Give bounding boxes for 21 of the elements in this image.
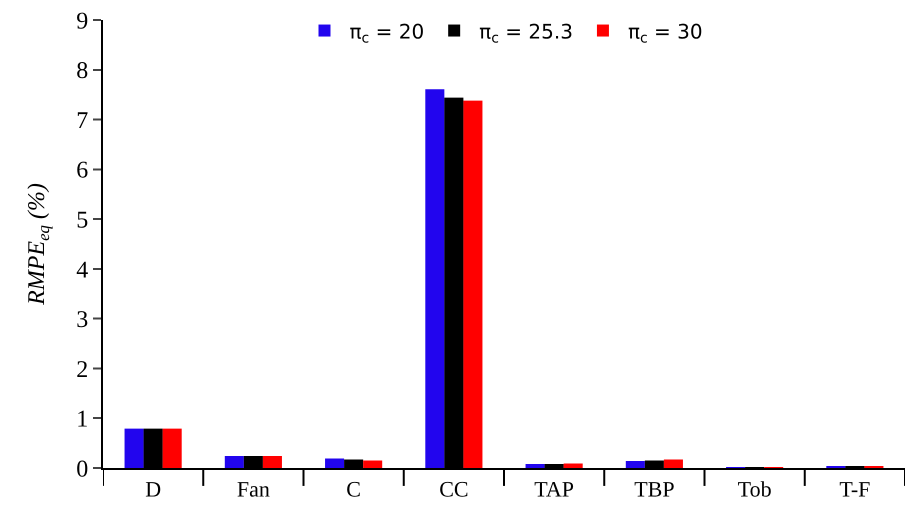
x-tick-label: T-F <box>839 476 870 502</box>
x-tick-label: C <box>346 476 361 502</box>
legend-label: π$_{c}$ = 30 <box>628 19 703 47</box>
legend-label: π$_{c}$ = 20 <box>350 19 424 47</box>
y-tick-label: 3 <box>76 307 88 334</box>
y-tick-label: 0 <box>76 456 88 482</box>
y-tick-label: 9 <box>76 8 88 34</box>
y-tick-label: 6 <box>76 158 88 184</box>
x-tick-label: TBP <box>634 476 675 502</box>
x-tick-label: Fan <box>236 476 270 502</box>
y-tick-label: 7 <box>76 108 88 134</box>
y-tick-label: 2 <box>76 356 88 383</box>
y-tick-label: 5 <box>76 208 88 234</box>
y-tick-label: 1 <box>76 406 88 433</box>
x-tick-label: Tob <box>738 476 772 502</box>
x-tick-label: D <box>145 476 162 502</box>
y-tick-label: 8 <box>76 58 88 84</box>
legend-label: π$_{c}$ = 25.3 <box>479 19 573 47</box>
x-tick-label: TAP <box>534 476 574 502</box>
x-tick-label: CC <box>439 476 469 502</box>
y-tick-label: 4 <box>76 257 88 284</box>
